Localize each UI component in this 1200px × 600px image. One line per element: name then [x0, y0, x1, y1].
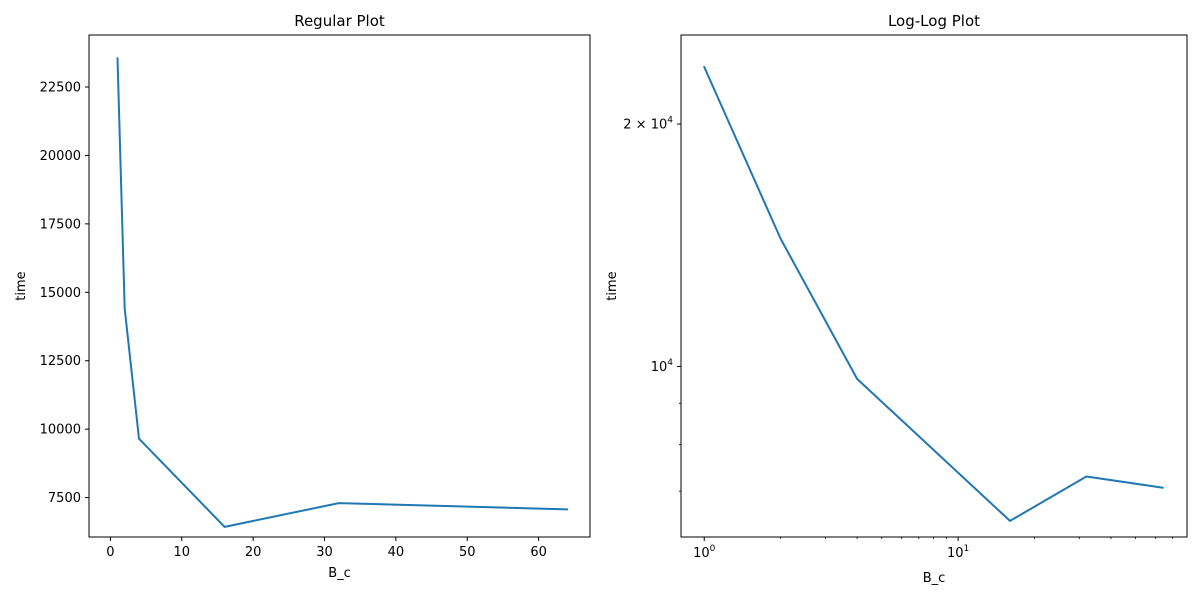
loglog-plot-frame: [680, 34, 1188, 538]
regular-plot-ytick-label: 10000: [40, 423, 81, 438]
regular-plot-ytick-label: 22500: [40, 81, 81, 96]
loglog-plot-series-group: [703, 65, 1164, 522]
loglog-plot-yticks: 104 2 × 104: [623, 116, 681, 492]
regular-plot-xtick-label: 30: [316, 545, 333, 560]
regular-plot-ylabel: time: [14, 271, 29, 300]
regular-plot-xtick-label: 50: [459, 545, 476, 560]
regular-plot-ytick-label: 12500: [40, 354, 81, 369]
regular-plot-yticks: 7500 10000 12500 15000 17500 20000 22500: [40, 81, 89, 506]
regular-plot-panel: Regular Plot 0 10 20 30 40 50 60 7500 10000 1250…: [14, 12, 591, 581]
regular-plot-xtick-label: 20: [245, 545, 262, 560]
loglog-plot-xtick-label: 101: [947, 544, 969, 561]
loglog-plot-title: Log-Log Plot: [888, 12, 980, 30]
loglog-plot-xtick-label: 100: [693, 544, 716, 561]
regular-plot-title: Regular Plot: [294, 12, 385, 30]
loglog-plot-xlabel: B_c: [923, 571, 946, 586]
regular-plot-line: [116, 57, 569, 528]
regular-plot-xtick-label: 0: [106, 545, 114, 560]
regular-plot-frame: [88, 34, 591, 538]
loglog-plot-xticks: 100 101: [693, 537, 1174, 561]
regular-plot-ytick-label: 15000: [40, 286, 81, 301]
loglog-plot-ylabel: time: [605, 271, 620, 300]
regular-plot-xlabel: B_c: [328, 566, 351, 581]
loglog-plot-ytick-label: 104: [651, 358, 674, 375]
loglog-plot-ytick-label: 2 × 104: [623, 116, 673, 133]
regular-plot-xtick-label: 40: [388, 545, 405, 560]
loglog-plot-panel: Log-Log Plot 100 101 104 2 × 104 B_c time: [605, 12, 1188, 586]
regular-plot-xtick-label: 10: [174, 545, 191, 560]
regular-plot-ytick-label: 7500: [48, 491, 81, 506]
regular-plot-xticks: 0 10 20 30 40 50 60: [106, 537, 547, 560]
regular-plot-ytick-label: 20000: [40, 149, 81, 164]
regular-plot-xtick-label: 60: [530, 545, 547, 560]
regular-plot-series-group: [116, 57, 569, 528]
regular-plot-ytick-label: 17500: [40, 217, 81, 232]
loglog-plot-line: [703, 65, 1164, 522]
